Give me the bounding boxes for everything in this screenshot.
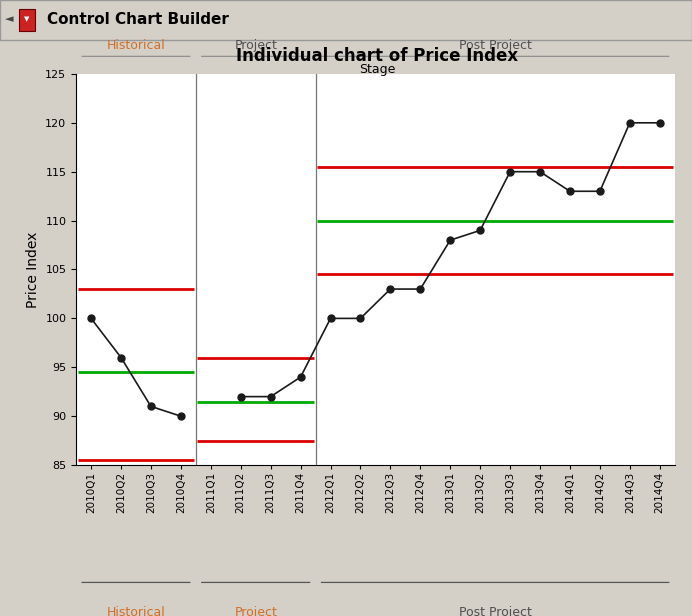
Text: Stage: Stage bbox=[359, 63, 395, 76]
Text: Post Project: Post Project bbox=[459, 606, 531, 616]
Text: Project: Project bbox=[235, 39, 277, 52]
Y-axis label: Price Index: Price Index bbox=[26, 232, 39, 307]
Text: Post Project: Post Project bbox=[459, 39, 531, 52]
Text: ▼: ▼ bbox=[24, 16, 30, 22]
Text: Control Chart Builder: Control Chart Builder bbox=[47, 12, 229, 26]
Text: Historical: Historical bbox=[107, 606, 165, 616]
Text: ◄: ◄ bbox=[5, 14, 13, 24]
Text: Historical: Historical bbox=[107, 39, 165, 52]
FancyBboxPatch shape bbox=[19, 9, 35, 31]
Text: Individual chart of Price Index: Individual chart of Price Index bbox=[236, 47, 518, 65]
Text: Project: Project bbox=[235, 606, 277, 616]
